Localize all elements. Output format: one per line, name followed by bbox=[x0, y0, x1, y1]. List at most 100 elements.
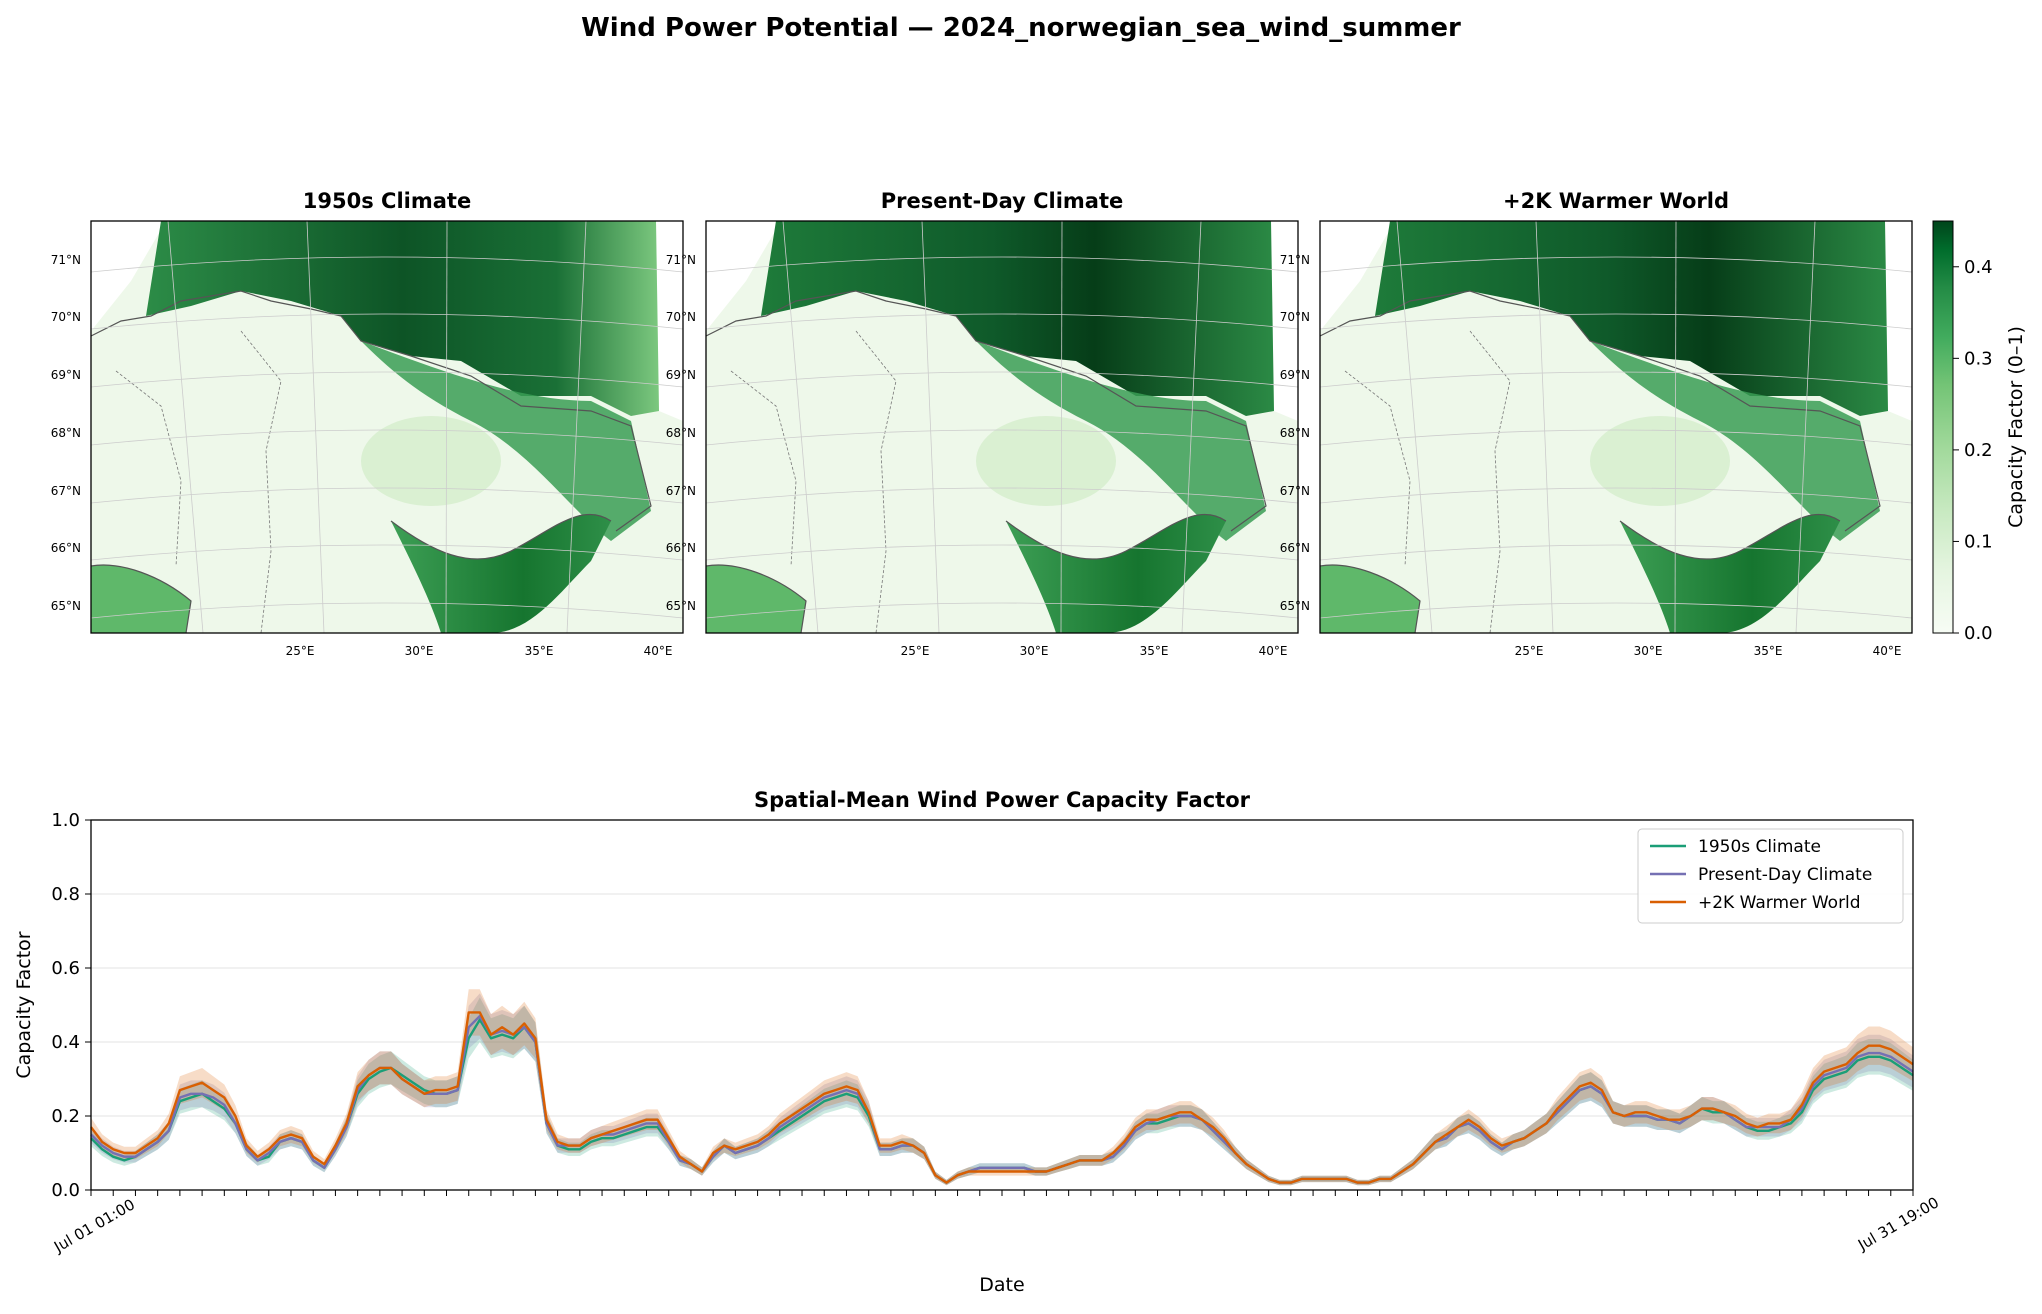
map-grid-lat-2-4 bbox=[1320, 487, 1912, 504]
map-field-1 bbox=[706, 221, 1298, 633]
map-grid-lat-0-1 bbox=[91, 313, 683, 330]
legend-label-1950s: 1950s Climate bbox=[1698, 837, 1821, 857]
line-x-label: Date bbox=[979, 1274, 1024, 1296]
map-gulf-2 bbox=[1320, 565, 1420, 633]
map-grid-lat-2-0 bbox=[1320, 256, 1912, 273]
map-panel-2: +2K Warmer World 71°N 70°N 69°N 68°N 67°N 66°N… bbox=[1280, 189, 1913, 658]
colorbar-gradient bbox=[1932, 220, 1954, 634]
legend: 1950s Climate Present-Day Climate +2K Wa… bbox=[1637, 828, 1904, 924]
map-grid-lon-0-1 bbox=[306, 221, 325, 633]
map-lat-label-2-0: 71°N bbox=[1280, 253, 1310, 267]
line-y-tick-label-1: 0.2 bbox=[51, 1106, 80, 1127]
colorbar: 0.0 0.1 0.2 0.3 0.4 Capacity Factor (0–1) bbox=[1932, 220, 2027, 644]
map-lat-label-0-1: 70°N bbox=[51, 310, 81, 324]
map-panel-0: 1950s Climate 71°N 70°N 69°N 68°N 67°N 66°N 65°… bbox=[51, 189, 684, 658]
colorbar-label: Capacity Factor (0–1) bbox=[2005, 326, 2027, 528]
line-chart: Spatial-Mean Wind Power Capacity Factor … bbox=[13, 788, 1942, 1296]
map-lat-label-0-4: 67°N bbox=[51, 484, 81, 498]
map-lon-label-0-2: 35°E bbox=[525, 644, 554, 658]
map-grid-lat-2-6 bbox=[1320, 602, 1912, 619]
legend-label-warm: +2K Warmer World bbox=[1698, 893, 1861, 913]
map-border-b-1 bbox=[855, 330, 897, 633]
legend-label-present: Present-Day Climate bbox=[1698, 865, 1872, 885]
map-grid-lon-1-3 bbox=[1181, 221, 1202, 633]
map-gulf-coast-1 bbox=[706, 564, 807, 633]
map-gulf-coast-2 bbox=[1320, 564, 1421, 633]
map-lat-label-2-2: 69°N bbox=[1280, 368, 1310, 382]
line-y-tick-label-3: 0.6 bbox=[51, 958, 80, 979]
map-lat-label-1-6: 65°N bbox=[666, 599, 696, 613]
colorbar-tick-label-0: 0.0 bbox=[1964, 623, 1993, 644]
map-lon-label-0-1: 30°E bbox=[405, 644, 434, 658]
map-sea-2 bbox=[1375, 221, 1888, 416]
map-grid-lat-0-2 bbox=[91, 371, 683, 388]
line-series-2 bbox=[90, 1011, 1914, 1184]
line-y-tick-label-0: 0.0 bbox=[51, 1180, 80, 1201]
legend-box bbox=[1637, 828, 1904, 924]
map-frame-2 bbox=[1319, 220, 1913, 634]
line-chart-title: Spatial-Mean Wind Power Capacity Factor bbox=[754, 788, 1251, 812]
map-grid-lat-0-5 bbox=[91, 544, 683, 561]
map-sea-0 bbox=[146, 221, 659, 416]
map-grid-lat-2-5 bbox=[1320, 544, 1912, 561]
map-lat-label-1-1: 70°N bbox=[666, 310, 696, 324]
map-panel-1: Present-Day Climate 71°N 70°N 69°N 68°N 67°N 6… bbox=[666, 189, 1299, 658]
map-field-0 bbox=[91, 221, 683, 633]
map-coastline-1 bbox=[706, 290, 1267, 532]
line-y-tick-label-4: 0.8 bbox=[51, 884, 80, 905]
map-coastline-2 bbox=[1320, 290, 1881, 532]
map-lon-label-0-0: 25°E bbox=[286, 644, 315, 658]
map-grid-lat-0-6 bbox=[91, 602, 683, 619]
map-grid-lat-0-0 bbox=[91, 256, 683, 273]
map-grid-lon-1-2 bbox=[1060, 221, 1063, 633]
map-gulf-1 bbox=[706, 565, 806, 633]
map-kola-coast-1 bbox=[976, 341, 1266, 541]
map-grid-lon-2-3 bbox=[1795, 221, 1816, 633]
colorbar-tick-label-2: 0.2 bbox=[1964, 440, 1993, 461]
map-border-a-0 bbox=[115, 370, 182, 567]
map-lat-label-1-2: 69°N bbox=[666, 368, 696, 382]
line-x-label-start: Jul 01 01:00 bbox=[50, 1195, 138, 1256]
line-band-2 bbox=[91, 989, 1913, 1186]
map-lat-label-1-5: 66°N bbox=[666, 541, 696, 555]
map-lat-label-2-3: 68°N bbox=[1280, 426, 1310, 440]
line-y-label: Capacity Factor bbox=[13, 931, 35, 1078]
map-lon-label-2-2: 35°E bbox=[1754, 644, 1783, 658]
map-lat-label-2-5: 66°N bbox=[1280, 541, 1310, 555]
colorbar-tick-label-4: 0.4 bbox=[1964, 257, 1993, 278]
map-lake-2 bbox=[1590, 416, 1730, 506]
line-y-tick-label-2: 0.4 bbox=[51, 1032, 80, 1053]
map-lake-1 bbox=[976, 416, 1116, 506]
map-coastline-0 bbox=[91, 290, 652, 532]
map-grid-lat-1-0 bbox=[706, 256, 1298, 273]
map-lat-label-1-3: 68°N bbox=[666, 426, 696, 440]
map-lon-label-1-3: 40°E bbox=[1259, 644, 1288, 658]
map-grid-lat-2-2 bbox=[1320, 371, 1912, 388]
map-white-sea-coast-1 bbox=[1005, 513, 1227, 560]
map-grid-lat-2-3 bbox=[1320, 429, 1912, 446]
map-lat-label-0-5: 66°N bbox=[51, 541, 81, 555]
map-border-a-1 bbox=[730, 370, 797, 567]
map-lat-label-1-0: 71°N bbox=[666, 253, 696, 267]
map-grid-lat-1-3 bbox=[706, 429, 1298, 446]
map-grid-lon-0-0 bbox=[167, 221, 204, 633]
map-grid-lat-1-2 bbox=[706, 371, 1298, 388]
map-grid-lat-1-4 bbox=[706, 487, 1298, 504]
map-lat-label-2-6: 65°N bbox=[1280, 599, 1310, 613]
line-x-label-end: Jul 31 19:00 bbox=[1854, 1193, 1942, 1254]
map-lon-label-1-0: 25°E bbox=[901, 644, 930, 658]
map-border-a-2 bbox=[1344, 370, 1411, 567]
map-grid-lon-1-0 bbox=[782, 221, 819, 633]
map-grid-lon-0-3 bbox=[566, 221, 587, 633]
map-sea-1 bbox=[761, 221, 1274, 416]
map-frame-1 bbox=[705, 220, 1299, 634]
colorbar-tick-label-1: 0.1 bbox=[1964, 531, 1993, 552]
map-white-sea-coast-0 bbox=[390, 513, 612, 560]
map-gulf-0 bbox=[91, 565, 191, 633]
map-grid-lat-1-6 bbox=[706, 602, 1298, 619]
map-lat-label-0-3: 68°N bbox=[51, 426, 81, 440]
map-lat-label-0-0: 71°N bbox=[51, 253, 81, 267]
line-y-tick-label-5: 1.0 bbox=[51, 810, 80, 831]
